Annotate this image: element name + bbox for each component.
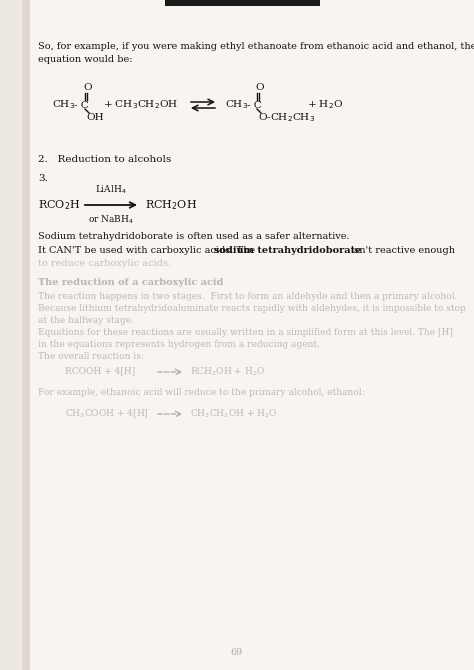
Text: It CAN'T be used with carboxylic acids. The: It CAN'T be used with carboxylic acids. …	[38, 246, 258, 255]
Text: The reduction of a carboxylic acid: The reduction of a carboxylic acid	[38, 278, 223, 287]
Text: O: O	[83, 82, 91, 92]
Text: Sodium tetrahydridoborate is often used as a safer alternative.: Sodium tetrahydridoborate is often used …	[38, 232, 350, 241]
Text: RCH$_2$OH + H$_2$O: RCH$_2$OH + H$_2$O	[190, 366, 265, 379]
Text: 2.   Reduction to alcohols: 2. Reduction to alcohols	[38, 155, 171, 164]
Text: For example, ethanoic acid will reduce to the primary alcohol, ethanol:: For example, ethanoic acid will reduce t…	[38, 388, 365, 397]
Text: O-CH$_2$CH$_3$: O-CH$_2$CH$_3$	[258, 112, 315, 125]
Text: CH$_3$COOH + 4[H]: CH$_3$COOH + 4[H]	[65, 408, 149, 421]
Text: + CH$_3$CH$_2$OH: + CH$_3$CH$_2$OH	[103, 98, 178, 111]
Bar	[22, 0, 30, 670]
Text: OH: OH	[86, 113, 104, 123]
Bar	[165, 0, 320, 6]
Text: CH$_3$: CH$_3$	[52, 98, 75, 111]
Text: in the equations represents hydrogen from a reducing agent.: in the equations represents hydrogen fro…	[38, 340, 320, 349]
Text: at the halfway stage.: at the halfway stage.	[38, 316, 134, 325]
Text: Because lithium tetrahydridoaluminate reacts rapidly with aldehydes, it is impos: Because lithium tetrahydridoaluminate re…	[38, 304, 466, 313]
Text: The overall reaction is:: The overall reaction is:	[38, 352, 144, 361]
Text: - C: - C	[74, 100, 89, 109]
Text: CH$_3$: CH$_3$	[225, 98, 248, 111]
Text: 3.: 3.	[38, 174, 48, 183]
Text: CH$_3$CH$_2$OH + H$_2$O: CH$_3$CH$_2$OH + H$_2$O	[190, 408, 278, 421]
Text: sodium tetrahydridoborate: sodium tetrahydridoborate	[214, 246, 361, 255]
Text: RCOOH + 4[H]: RCOOH + 4[H]	[65, 366, 135, 375]
Text: So, for example, if you were making ethyl ethanoate from ethanoic acid and ethan: So, for example, if you were making ethy…	[38, 42, 474, 51]
Text: Equations for these reactions are usually written in a simplified form at this l: Equations for these reactions are usuall…	[38, 328, 453, 337]
Text: or NaBH$_4$: or NaBH$_4$	[88, 213, 134, 226]
Text: to reduce carboxylic acids.: to reduce carboxylic acids.	[38, 259, 171, 268]
Text: isn't reactive enough: isn't reactive enough	[348, 246, 455, 255]
Text: 69: 69	[231, 648, 243, 657]
Text: RCH$_2$OH: RCH$_2$OH	[145, 198, 197, 212]
Text: RCO$_2$H: RCO$_2$H	[38, 198, 81, 212]
Text: O: O	[255, 82, 264, 92]
Text: + H$_2$O: + H$_2$O	[307, 98, 343, 111]
Text: equation would be:: equation would be:	[38, 55, 133, 64]
Text: The reaction happens in two stages.  First to form an aldehyde and then a primar: The reaction happens in two stages. Firs…	[38, 292, 457, 301]
Text: - C: - C	[247, 100, 262, 109]
Text: LiAlH$_4$: LiAlH$_4$	[95, 184, 127, 196]
